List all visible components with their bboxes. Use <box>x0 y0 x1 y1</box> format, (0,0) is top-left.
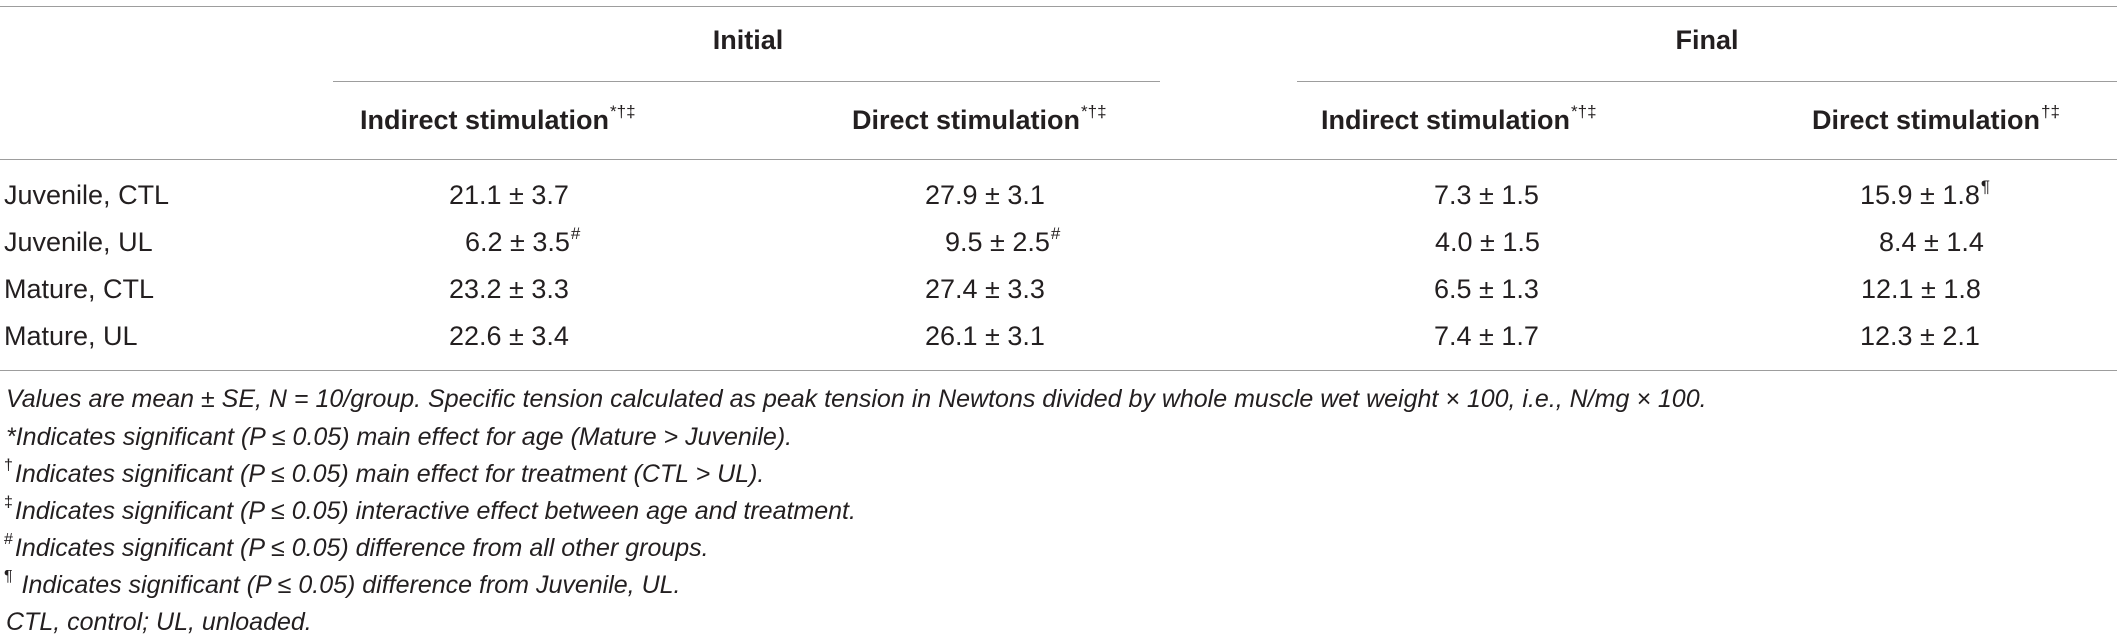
footnote-abbreviations: CTL, control; UL, unloaded. <box>6 608 312 636</box>
table-cell: 15.9 ± 1.8¶ <box>1860 177 1991 210</box>
row-label: Juvenile, UL <box>4 227 153 257</box>
table-bottom-rule <box>0 370 2117 371</box>
table-cell: 23.2 ± 3.3 <box>449 274 569 304</box>
table-cell: 7.3 ± 1.5 <box>1434 180 1539 210</box>
table-cell: 7.4 ± 1.7 <box>1434 321 1539 351</box>
header-bottom-rule <box>0 159 2117 160</box>
table-cell: 22.6 ± 3.4 <box>449 321 569 351</box>
footnote-values: Values are mean ± SE, N = 10/group. Spec… <box>6 385 1707 413</box>
table-cell: 27.9 ± 3.1 <box>925 180 1045 210</box>
final-group-rule <box>1297 81 2117 82</box>
footnote-juvenile-ul: ¶ Indicates significant (P ≤ 0.05) diffe… <box>4 568 681 599</box>
row-label: Mature, CTL <box>4 274 155 304</box>
column-header-final-indirect: Indirect stimulation*†‡ <box>1321 102 1597 135</box>
table-cell: 12.3 ± 2.1 <box>1860 321 1980 351</box>
table-cell: 4.0 ± 1.5 <box>1435 227 1540 257</box>
footnote-treatment-effect: †Indicates significant (P ≤ 0.05) main e… <box>4 457 765 488</box>
table-cell: 21.1 ± 3.7 <box>449 180 569 210</box>
footnote-age-effect: *Indicates significant (P ≤ 0.05) main e… <box>6 423 793 451</box>
table-cell: 26.1 ± 3.1 <box>925 321 1045 351</box>
table-cell: 27.4 ± 3.3 <box>925 274 1045 304</box>
column-header-initial-direct: Direct stimulation*†‡ <box>852 102 1107 135</box>
table-cell: 6.2 ± 3.5# <box>465 224 581 257</box>
table-top-rule <box>0 6 2117 7</box>
row-label: Juvenile, CTL <box>4 180 170 210</box>
table-cell: 12.1 ± 1.8 <box>1861 274 1981 304</box>
row-label: Mature, UL <box>4 321 138 351</box>
table-cell: 6.5 ± 1.3 <box>1434 274 1539 304</box>
table-cell: 8.4 ± 1.4 <box>1879 227 1984 257</box>
group-header-final: Final <box>1675 25 1739 55</box>
group-header-initial: Initial <box>712 25 784 55</box>
column-header-initial-indirect: Indirect stimulation*†‡ <box>360 102 636 135</box>
initial-group-rule <box>333 81 1160 82</box>
footnote-all-groups: #Indicates significant (P ≤ 0.05) differ… <box>4 531 709 562</box>
footnote-interaction-effect: ‡Indicates significant (P ≤ 0.05) intera… <box>4 494 856 525</box>
table-cell: 9.5 ± 2.5# <box>945 224 1061 257</box>
column-header-final-direct: Direct stimulation†‡ <box>1812 102 2060 135</box>
